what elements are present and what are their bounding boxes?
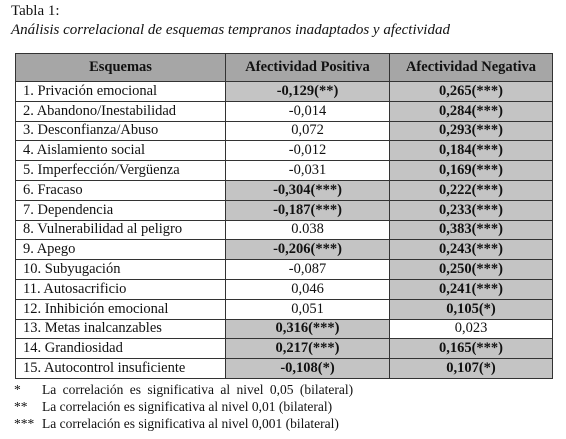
positive-affect-cell: -0,304(***) [225, 179, 390, 201]
negative-affect-cell: 0,023 [389, 318, 553, 340]
positive-affect-cell: 0.038 [225, 219, 390, 241]
positive-affect-cell: -0,031 [225, 160, 390, 181]
table-row: 1. Privación emocional -0,129(**) 0,265(**… [15, 81, 553, 102]
positive-affect-cell: 0,046 [225, 278, 390, 300]
schema-name-cell: 14. Grandiosidad [15, 338, 226, 360]
correlation-table: Esquemas Afectividad Positiva Afectivida… [15, 53, 553, 379]
header-afectividad-positiva: Afectividad Positiva [225, 53, 390, 82]
negative-affect-cell: 0,293(***) [389, 120, 553, 142]
schema-name-cell: 3. Desconfianza/Abuso [15, 120, 226, 142]
table-row: 9. Apego -0,206(***) 0,243(***) [15, 239, 553, 261]
schema-name-cell: 9. Apego [15, 239, 226, 261]
negative-affect-cell: 0,169(***) [389, 160, 553, 181]
schema-name-cell: 4. Aislamiento social [15, 140, 226, 162]
table-row: 8. Vulnerabilidad al peligro 0.038 0,383(*… [15, 219, 553, 241]
negative-affect-cell: 0,105(*) [389, 298, 553, 320]
table-row: 14. Grandiosidad 0,217(***) 0,165(***) [15, 338, 553, 360]
schema-name-cell: 2. Abandono/Inestabilidad [15, 100, 226, 122]
positive-affect-cell: -0,129(**) [225, 81, 390, 102]
table-row: 13. Metas inalcanzables 0,316(***) 0,023 [15, 318, 553, 340]
positive-affect-cell: -0,187(***) [225, 199, 390, 221]
positive-affect-cell: -0,014 [225, 100, 390, 122]
footnote-text: La correlación es significativa al nivel… [42, 382, 354, 397]
schema-name-cell: 11. Autosacrificio [15, 278, 226, 300]
table-row: 4. Aislamiento social -0,012 0,184(***) [15, 140, 553, 162]
negative-affect-cell: 0,243(***) [389, 239, 553, 261]
table-row: 10. Subyugación -0,087 0,250(***) [15, 259, 553, 280]
table-row: 12. Inhibición emocional 0,051 0,105(*) [15, 298, 553, 320]
header-afectividad-negativa: Afectividad Negativa [389, 53, 553, 82]
negative-affect-cell: 0,265(***) [389, 81, 553, 102]
positive-affect-cell: 0,051 [225, 298, 390, 320]
negative-affect-cell: 0,222(***) [389, 179, 553, 201]
footnote-symbol: ** [14, 399, 28, 414]
negative-affect-cell: 0,165(***) [389, 338, 553, 360]
header-row: Esquemas Afectividad Positiva Afectivida… [15, 53, 553, 82]
table-row: 11. Autosacrificio 0,046 0,241(***) [15, 278, 553, 300]
schema-name-cell: 7. Dependencia [15, 199, 226, 221]
table-row: 5. Imperfección/Vergüenza -0,031 0,169(***… [15, 160, 553, 181]
negative-affect-cell: 0,383(***) [389, 219, 553, 241]
footnote-symbol: *** [14, 416, 35, 431]
positive-affect-cell: -0,087 [225, 259, 390, 280]
table-row: 7. Dependencia -0,187(***) 0,233(***) [15, 199, 553, 221]
schema-name-cell: 1. Privación emocional [15, 81, 226, 102]
footnote: ** La correlación es significativa al ni… [14, 398, 353, 415]
schema-name-cell: 12. Inhibición emocional [15, 298, 226, 320]
table-row: 3. Desconfianza/Abuso 0,072 0,293(***) [15, 120, 553, 142]
schema-name-cell: 8. Vulnerabilidad al peligro [15, 219, 226, 241]
negative-affect-cell: 0,184(***) [389, 140, 553, 162]
negative-affect-cell: 0,250(***) [389, 259, 553, 280]
footnote-symbol: * [14, 382, 21, 397]
table-row: 15. Autocontrol insuficiente -0,108(*) 0,1… [15, 358, 553, 379]
negative-affect-cell: 0,107(*) [389, 358, 553, 379]
footnote: *** La correlación es significativa al n… [14, 415, 353, 432]
positive-affect-cell: -0,108(*) [225, 358, 390, 379]
footnote: * La correlación es significativa al niv… [14, 381, 353, 398]
positive-affect-cell: -0,206(***) [225, 239, 390, 261]
table-body: 1. Privación emocional -0,129(**) 0,265(**… [15, 81, 553, 379]
schema-name-cell: 10. Subyugación [15, 259, 226, 280]
positive-affect-cell: 0,217(***) [225, 338, 390, 360]
schema-name-cell: 15. Autocontrol insuficiente [15, 358, 226, 379]
schema-name-cell: 5. Imperfección/Vergüenza [15, 160, 226, 181]
schema-name-cell: 6. Fracaso [15, 179, 226, 201]
footnote-text: La correlación es significativa al nivel… [42, 399, 333, 414]
negative-affect-cell: 0,241(***) [389, 278, 553, 300]
table-row: 6. Fracaso -0,304(***) 0,222(***) [15, 179, 553, 201]
table-label: Tabla 1: [11, 3, 60, 19]
table-row: 2. Abandono/Inestabilidad -0,014 0,284(***… [15, 100, 553, 122]
table-title: Análisis correlacional de esquemas tempr… [11, 22, 450, 38]
negative-affect-cell: 0,284(***) [389, 100, 553, 122]
positive-affect-cell: 0,072 [225, 120, 390, 142]
schema-name-cell: 13. Metas inalcanzables [15, 318, 226, 340]
positive-affect-cell: 0,316(***) [225, 318, 390, 340]
header-esquemas: Esquemas [15, 53, 226, 82]
footnotes: * La correlación es significativa al niv… [14, 381, 353, 432]
positive-affect-cell: -0,012 [225, 140, 390, 162]
negative-affect-cell: 0,233(***) [389, 199, 553, 221]
footnote-text: La correlación es significativa al nivel… [42, 416, 339, 431]
